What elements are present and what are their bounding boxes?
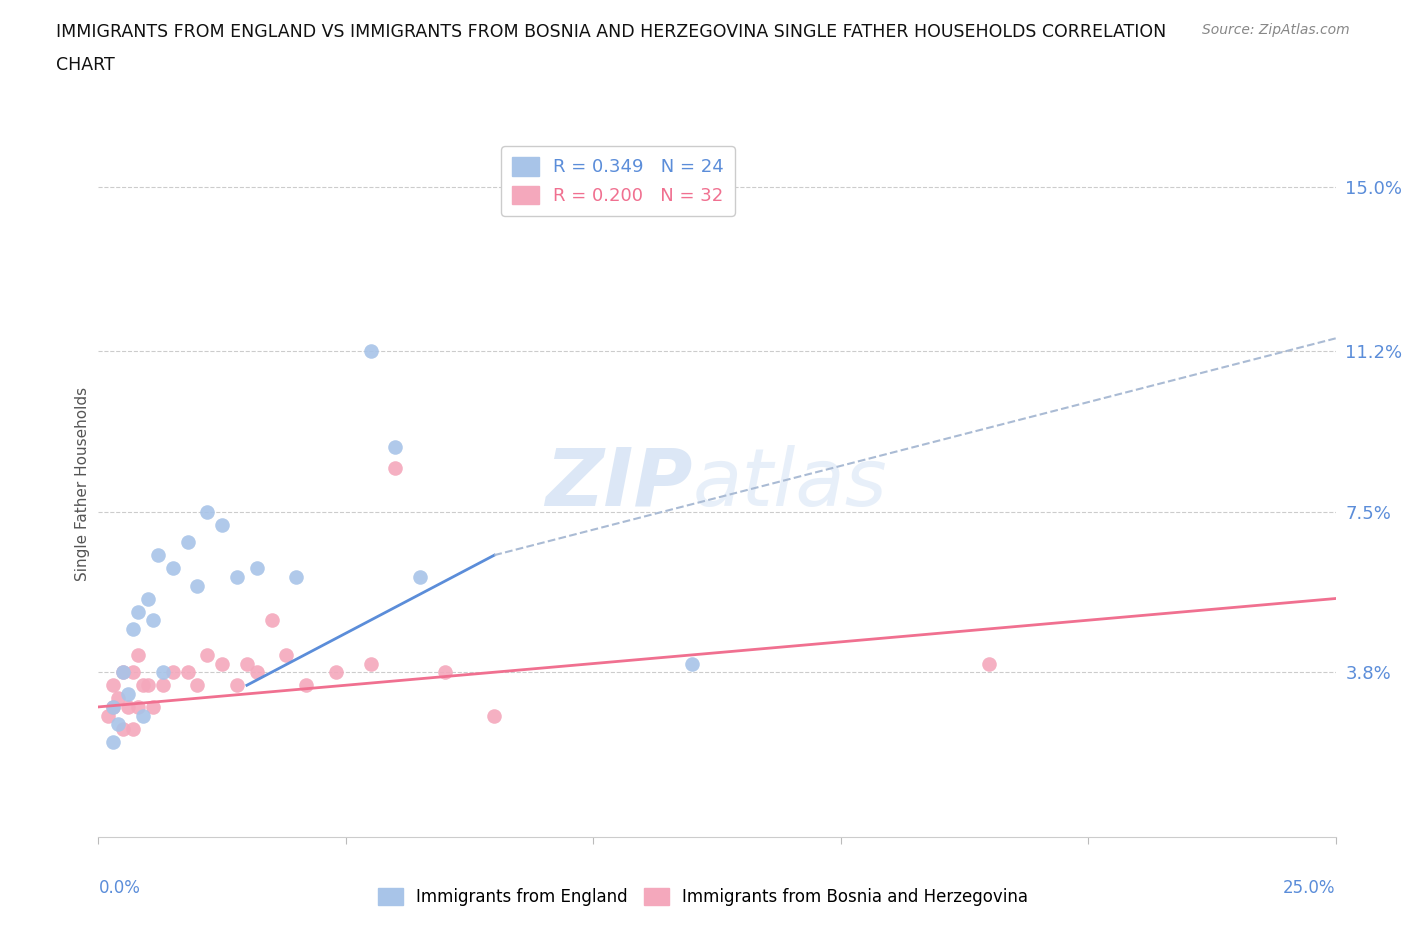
Point (103, 699, 125, 714)
Point (146, 548, 169, 563)
Point (176, 665, 198, 680)
Point (186, 578, 208, 593)
Point (226, 678, 249, 693)
Point (276, 647, 298, 662)
Point (112, 665, 135, 680)
Point (979, 656, 1001, 671)
Legend: R = 0.349   N = 24, R = 0.200   N = 32: R = 0.349 N = 24, R = 0.200 N = 32 (501, 146, 735, 216)
Point (681, 656, 703, 671)
Point (103, 678, 125, 693)
Point (122, 665, 145, 680)
Point (112, 665, 135, 680)
Point (246, 561, 269, 576)
Point (195, 647, 218, 662)
Point (433, 665, 456, 680)
Point (195, 504, 218, 519)
Point (132, 708, 155, 723)
Point (103, 699, 125, 714)
Point (384, 461, 406, 476)
Point (142, 699, 165, 714)
Point (127, 647, 149, 662)
Point (107, 717, 129, 732)
Point (211, 656, 233, 671)
Point (484, 708, 506, 723)
Point (325, 665, 347, 680)
Point (360, 344, 382, 359)
Point (186, 678, 208, 693)
Point (122, 621, 145, 636)
Text: ZIP: ZIP (546, 445, 692, 523)
Point (132, 678, 155, 693)
Text: Source: ZipAtlas.com: Source: ZipAtlas.com (1202, 23, 1350, 37)
Point (226, 569, 249, 584)
Point (127, 604, 149, 619)
Point (97, 708, 120, 723)
Point (162, 665, 184, 680)
Point (162, 561, 184, 576)
Text: IMMIGRANTS FROM ENGLAND VS IMMIGRANTS FROM BOSNIA AND HERZEGOVINA SINGLE FATHER : IMMIGRANTS FROM ENGLAND VS IMMIGRANTS FR… (56, 23, 1167, 41)
Text: 25.0%: 25.0% (1284, 880, 1336, 897)
Text: CHART: CHART (56, 56, 115, 73)
Point (152, 678, 174, 693)
Legend: Immigrants from England, Immigrants from Bosnia and Herzegovina: Immigrants from England, Immigrants from… (371, 881, 1035, 912)
Point (117, 686, 139, 701)
Point (107, 691, 129, 706)
Point (112, 721, 135, 736)
Point (246, 665, 269, 680)
Point (103, 734, 125, 749)
Text: atlas: atlas (692, 445, 887, 523)
Point (360, 656, 382, 671)
Point (136, 591, 159, 606)
Point (211, 517, 233, 532)
Point (384, 439, 406, 454)
Point (409, 569, 432, 584)
Point (295, 678, 318, 693)
Point (285, 569, 308, 584)
Point (176, 535, 198, 550)
Point (142, 613, 165, 628)
Text: 0.0%: 0.0% (98, 880, 141, 897)
Point (122, 721, 145, 736)
Point (236, 656, 259, 671)
Point (152, 665, 174, 680)
Point (136, 678, 159, 693)
Point (260, 613, 283, 628)
Point (127, 699, 149, 714)
Y-axis label: Single Father Households: Single Father Households (75, 387, 90, 580)
Point (117, 699, 139, 714)
